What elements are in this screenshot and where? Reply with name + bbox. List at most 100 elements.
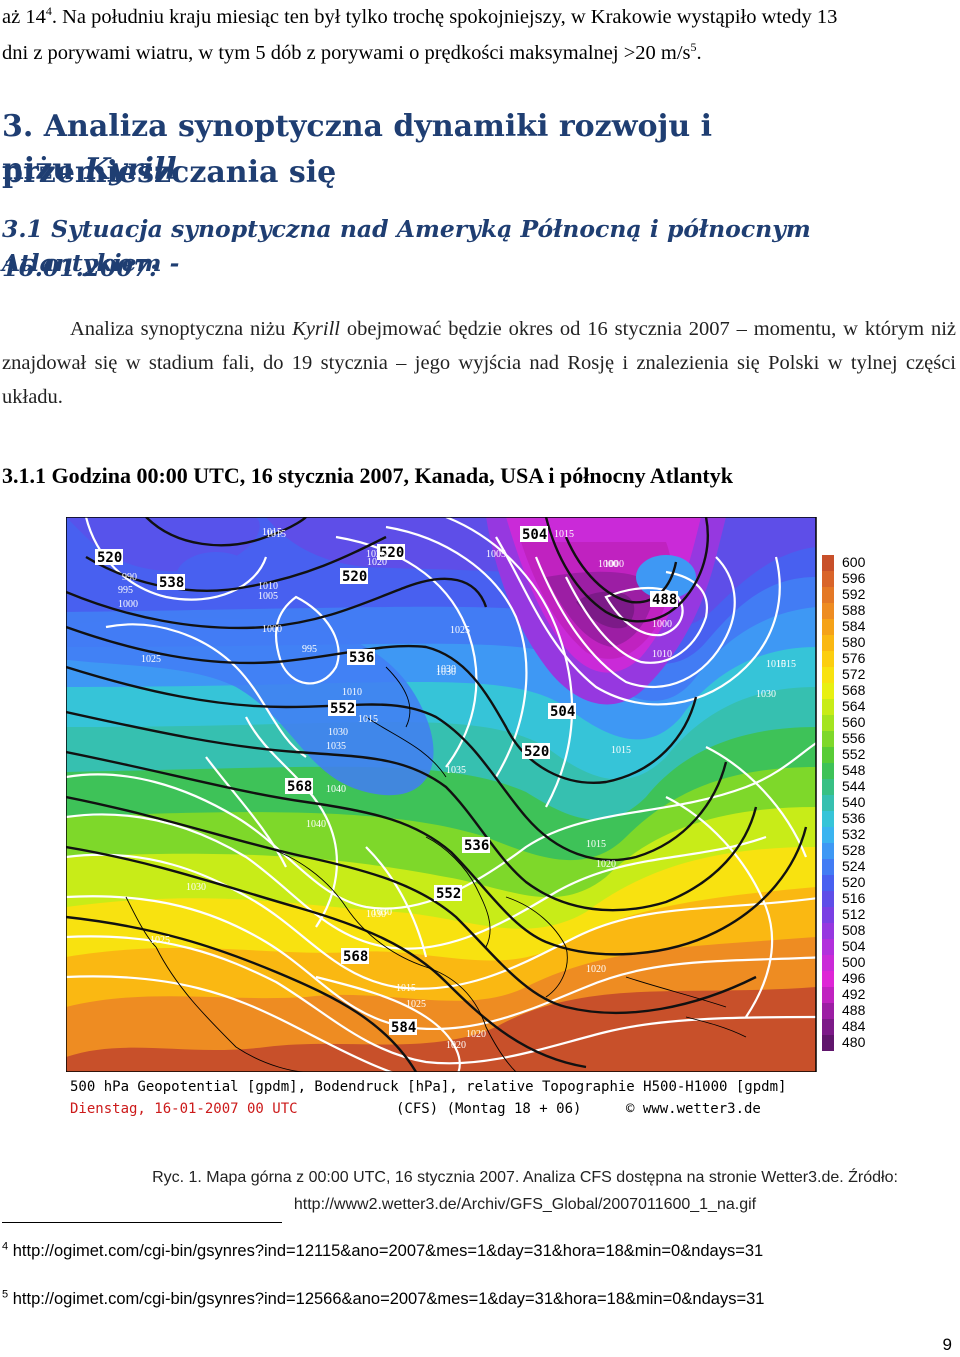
footnote-ref-4[interactable]: 4 (45, 4, 52, 19)
pressure-label: 1035 (446, 765, 466, 776)
pressure-label: 1020 (446, 1040, 466, 1051)
legend-label: 540 (842, 794, 866, 810)
footnote-link[interactable]: http://ogimet.com/cgi-bin/gsynres?ind=12… (12, 1290, 765, 1308)
pressure-label: 1005 (486, 549, 506, 560)
weather-map: 520 538 520 520 504 488 536 552 504 520 … (66, 517, 894, 1123)
map-footer (66, 1072, 894, 1123)
legend-swatch (822, 763, 834, 779)
pressure-label: 1025 (141, 654, 161, 665)
svg-text:568: 568 (287, 779, 312, 795)
pressure-label: 1030 (366, 909, 386, 920)
pressure-label: 1030 (436, 667, 456, 678)
pressure-label: 1015 (766, 659, 786, 670)
legend-label: 524 (842, 858, 866, 874)
footnote-number: 5 (2, 1288, 9, 1301)
footnote-link[interactable]: http://ogimet.com/cgi-bin/gsynres?ind=12… (12, 1242, 764, 1260)
geopotential-label-536-a: 536 (347, 649, 375, 666)
subsection-date: 16.01.2007: (2, 254, 158, 282)
pressure-label: 1030 (328, 727, 348, 738)
footnote-ref-5[interactable]: 5 (690, 40, 697, 55)
svg-text:552: 552 (436, 886, 461, 902)
legend-swatch (822, 795, 834, 811)
pressure-label: 1000 (262, 624, 282, 635)
legend-swatch (822, 635, 834, 651)
figure-caption: Ryc. 1. Mapa górna z 00:00 UTC, 16 stycz… (150, 1164, 900, 1218)
legend-label: 544 (842, 778, 866, 794)
legend-label: 536 (842, 810, 866, 826)
intro-text: dni z porywami wiatru, w tym 5 dób z por… (2, 42, 691, 64)
footnote-number: 4 (2, 1240, 9, 1253)
legend-label: 560 (842, 714, 866, 730)
geopotential-label-520-a: 520 (95, 549, 123, 566)
geopotential-label-584: 584 (389, 1019, 417, 1036)
pressure-label: 1015 (611, 745, 631, 756)
legend-swatch (822, 971, 834, 987)
svg-text:488: 488 (652, 592, 677, 608)
legend-label: 504 (842, 938, 866, 954)
pressure-label: 1010 (652, 649, 672, 660)
geopotential-label-568-b: 568 (341, 948, 369, 965)
pressure-label: 1000 (598, 559, 618, 570)
svg-text:568: 568 (343, 949, 368, 965)
pressure-label: 1010 (258, 581, 278, 592)
legend-label: 572 (842, 666, 866, 682)
body-kyrill: Kyrill (292, 318, 340, 340)
legend-swatch (822, 923, 834, 939)
pressure-label: 1040 (326, 784, 346, 795)
intro-text: aż 14 (2, 6, 46, 28)
geopotential-label-520-c: 520 (377, 544, 405, 561)
section-title-kyrill: Kyrill (84, 152, 177, 187)
map-footer-source: © www.wetter3.de (626, 1101, 761, 1117)
svg-text:520: 520 (379, 545, 404, 561)
legend-swatch (822, 1019, 834, 1035)
legend-label: 552 (842, 746, 866, 762)
geopotential-label-536-b: 536 (462, 837, 490, 854)
legend-swatch (822, 1035, 834, 1051)
legend-swatch (822, 731, 834, 747)
pressure-label: 1020 (586, 964, 606, 975)
svg-text:504: 504 (550, 704, 575, 720)
footnote-5: 5 http://ogimet.com/cgi-bin/gsynres?ind=… (2, 1288, 765, 1309)
legend-swatch (822, 619, 834, 635)
pressure-label: 1025 (450, 625, 470, 636)
legend-label: 556 (842, 730, 866, 746)
intro-line-1: aż 144. Na południu kraju miesiąc ten by… (2, 2, 952, 32)
subsubsection-heading: 3.1.1 Godzina 00:00 UTC, 16 stycznia 200… (2, 463, 733, 488)
legend-label: 528 (842, 842, 866, 858)
pressure-label: 1025 (366, 549, 386, 560)
pressure-label: 990 (122, 572, 137, 583)
geopotential-contours (66, 517, 808, 1072)
legend-swatch (822, 939, 834, 955)
section-title-text: niżu (2, 152, 85, 187)
geopotential-label-488: 488 (650, 591, 678, 608)
legend-swatch (822, 827, 834, 843)
geopotential-label-552-b: 552 (434, 885, 462, 902)
pressure-label: 1030 (186, 882, 206, 893)
legend-swatch (822, 811, 834, 827)
pressure-label: 1000 (118, 599, 138, 610)
legend-swatch (822, 603, 834, 619)
legend-swatch (822, 715, 834, 731)
legend-swatch (822, 955, 834, 971)
legend-label: 580 (842, 634, 866, 650)
geopotential-label-568-a: 568 (285, 778, 313, 795)
legend-swatch (822, 907, 834, 923)
legend-label: 532 (842, 826, 866, 842)
intro-text: . (696, 42, 702, 64)
pressure-label: 1020 (596, 859, 616, 870)
geopotential-label-552-a: 552 (328, 700, 356, 717)
legend-label: 500 (842, 954, 866, 970)
body-paragraph: Analiza synoptyczna niżu Kyrill obejmowa… (2, 312, 956, 414)
svg-text:584: 584 (391, 1020, 416, 1036)
legend-label: 588 (842, 602, 866, 618)
legend-swatch (822, 859, 834, 875)
pressure-label: 1025 (150, 935, 170, 946)
intro-line-2: dni z porywami wiatru, w tym 5 dób z por… (2, 38, 952, 68)
legend-label: 512 (842, 906, 866, 922)
legend-swatch (822, 667, 834, 683)
caption-url[interactable]: http://www2.wetter3.de/Archiv/GFS_Global… (293, 1196, 757, 1213)
legend-swatch (822, 683, 834, 699)
pressure-label: 995 (302, 644, 317, 655)
map-footer-date: Dienstag, 16-01-2007 00 UTC (70, 1101, 298, 1117)
legend-swatch (822, 1003, 834, 1019)
